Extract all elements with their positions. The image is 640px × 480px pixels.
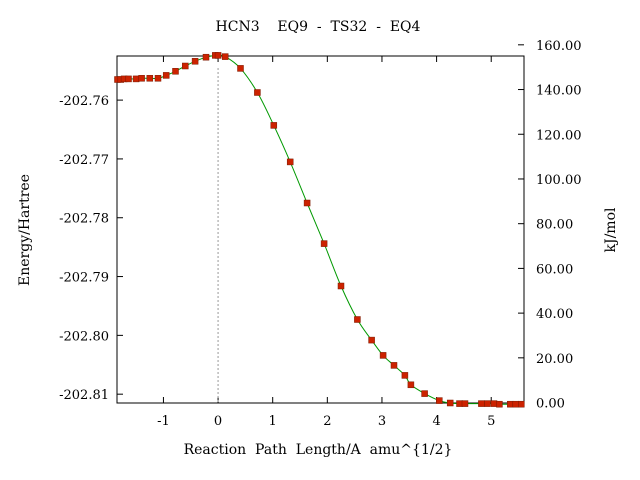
data-point [478,400,485,407]
data-point [456,400,463,407]
x-tick-label: 0 [214,414,222,429]
chart-title: HCN3 EQ9 - TS32 - EQ4 [216,19,421,35]
x-tick-label: 5 [487,414,495,429]
data-point [421,390,428,397]
data-point [496,400,503,408]
data-point [202,53,210,61]
y-tick-label: -202.78 [59,212,109,227]
y-axis: -202.76 -202.77 -202.78 -202.79 -202.80 -202.… [59,94,123,403]
data-point [446,399,454,407]
data-point [354,316,361,323]
y-tick-label: -202.77 [59,153,109,168]
data-point [401,372,409,379]
data-point [484,400,491,407]
data-point [390,362,398,369]
data-point [146,75,154,82]
data-point [182,62,189,70]
x-tick-label: 1 [269,414,277,429]
data-point [512,400,520,408]
x-tick-label: -1 [157,414,170,429]
data-point [191,58,199,65]
data-point [407,381,415,389]
y-tick-label: -202.80 [59,329,109,344]
y2-tick-label: 60.00 [536,262,573,277]
plot-frame [116,55,525,404]
y2-tick-label: 140.00 [536,84,582,99]
y-tick-label: -202.81 [59,388,109,403]
data-point [379,352,387,359]
data-point [461,400,469,407]
data-point [132,75,140,83]
data-point [490,400,498,407]
y2-tick-label: 40.00 [536,307,573,322]
data-point [221,53,229,60]
data-point [172,68,179,75]
y2-tick-label: 100.00 [536,173,582,188]
data-point [368,336,375,344]
data-point [320,240,328,247]
data-point [337,282,345,290]
data-point [436,397,443,404]
energy-curve [117,54,522,405]
data-point [214,52,222,59]
x-tick-label: 4 [432,414,440,429]
data-point [303,199,311,207]
y2-tick-label: 160.00 [536,39,582,54]
y2-axis-label: kJ/mol [603,207,619,253]
y-tick-label: -202.76 [59,94,109,109]
y-axis-label: Energy/Hartree [17,174,33,286]
x-axis-label: Reaction Path Length/A amu^{1/2} [184,442,453,458]
data-point [254,89,261,96]
y2-tick-label: 120.00 [536,128,582,143]
data-point [507,400,514,408]
data-point [237,65,244,72]
data-point [286,158,294,166]
data-point [154,75,162,82]
y2-tick-label: 80.00 [536,218,573,233]
data-point [162,72,170,79]
y-tick-label: -202.79 [59,271,109,286]
data-point [518,400,525,408]
y2-tick-label: 20.00 [536,352,573,367]
data-points [114,52,525,408]
x-tick-label: 3 [378,414,386,429]
data-point [138,75,145,82]
data-point [270,122,278,129]
y2-axis: 0.00 20.00 40.00 60.00 80.00 100.00 120.00 140.… [518,39,582,412]
data-point [125,75,132,83]
x-tick-label: 2 [323,414,331,429]
y2-tick-label: 0.00 [536,397,565,412]
